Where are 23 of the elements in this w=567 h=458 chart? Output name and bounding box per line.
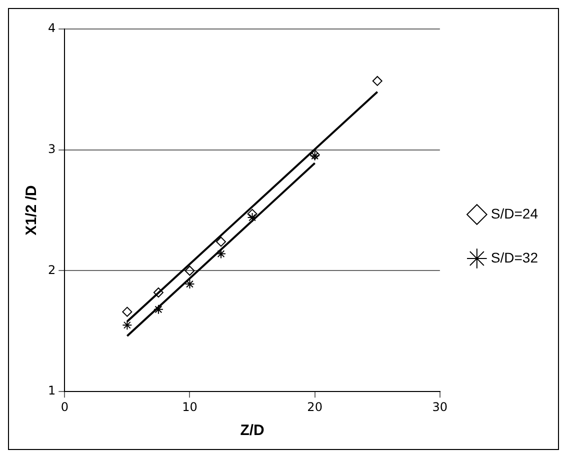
x-tick-label: 10 [182,400,198,414]
point [122,320,132,330]
legend-label: S/D=24 [490,205,538,222]
point [216,248,226,259]
y-tick-label: 3 [48,142,56,156]
point [372,76,382,86]
y-tick-label: 1 [48,384,56,398]
point [153,287,164,298]
x-tick-label: 0 [60,400,68,414]
x-axis-title: Z/D [240,422,265,440]
y-tick-label: 4 [48,21,56,36]
x-tick-label: 30 [432,400,448,414]
legend-label: S/D=32 [490,249,538,266]
y-tick-label: 2 [48,262,56,277]
x-tick-label: 20 [307,400,322,414]
point [247,212,258,223]
point [153,304,164,314]
point [122,306,132,317]
point [184,279,195,290]
point [184,266,195,276]
y-axis-title: X1/2 /D [23,185,40,236]
point [247,208,258,219]
point [216,236,226,247]
